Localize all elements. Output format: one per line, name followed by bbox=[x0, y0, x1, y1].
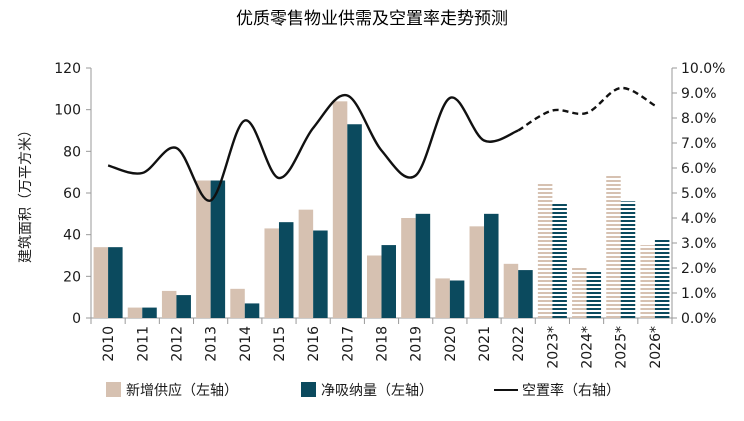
y-tick-label-right: 9.0% bbox=[681, 86, 717, 102]
bar-new-supply bbox=[503, 263, 519, 318]
y-axis-title: 建筑面积（万平方米） bbox=[18, 123, 34, 263]
y-tick-label-left: 80 bbox=[63, 144, 81, 160]
x-tick-label: 2019 bbox=[409, 326, 425, 362]
bar-new-supply bbox=[298, 209, 314, 318]
bars bbox=[93, 101, 670, 318]
x-tick-label: 2016 bbox=[306, 326, 322, 362]
x-tick-label: 2010 bbox=[101, 326, 117, 362]
y-tick-label-left: 0 bbox=[72, 311, 81, 327]
x-tick-label: 2020 bbox=[443, 326, 459, 362]
y-tick-label-right: 0.0% bbox=[681, 311, 717, 327]
bar-net-absorption bbox=[381, 245, 396, 318]
bar-new-supply bbox=[196, 180, 211, 318]
bar-net-absorption bbox=[278, 222, 294, 318]
x-tick-label: 2025* bbox=[614, 326, 630, 369]
legend: 新增供应（左轴） 净吸纳量（左轴） 空置率（右轴） bbox=[106, 382, 620, 399]
vacancy-line-actual bbox=[107, 94, 519, 202]
chart-title: 优质零售物业供需及空置率走势预测 bbox=[236, 9, 508, 29]
bar-net-absorption bbox=[586, 270, 602, 318]
bar-new-supply bbox=[640, 245, 655, 318]
legend-net-absorption-label: 净吸纳量（左轴） bbox=[321, 383, 433, 399]
bar-net-absorption bbox=[552, 203, 567, 318]
y-tick-label-right: 3.0% bbox=[681, 236, 717, 252]
x-tick-label: 2021 bbox=[477, 326, 493, 362]
bar-net-absorption bbox=[484, 213, 499, 318]
legend-new-supply-swatch bbox=[106, 382, 121, 397]
legend-net-absorption-swatch bbox=[301, 382, 316, 397]
y-tick-label-left: 100 bbox=[54, 103, 81, 119]
bar-net-absorption bbox=[415, 213, 431, 318]
y-tick-label-right: 5.0% bbox=[681, 186, 717, 202]
y-tick-label-right: 7.0% bbox=[681, 136, 717, 152]
x-tick-label: 2026* bbox=[648, 326, 664, 369]
bar-new-supply bbox=[572, 268, 587, 318]
bar-new-supply bbox=[230, 288, 245, 318]
legend-vacancy-rate-label: 空置率（右轴） bbox=[522, 382, 620, 399]
y-tick-label-left: 20 bbox=[63, 269, 81, 285]
x-tick-label: 2014 bbox=[238, 326, 254, 362]
y-tick-label-right: 8.0% bbox=[681, 111, 717, 127]
vacancy-line-forecast bbox=[517, 86, 656, 132]
x-tick-label: 2015 bbox=[272, 326, 288, 362]
bar-new-supply bbox=[469, 226, 485, 318]
bar-new-supply bbox=[264, 228, 279, 318]
y-tick-label-right: 4.0% bbox=[681, 211, 717, 227]
bar-net-absorption bbox=[142, 307, 157, 318]
bar-net-absorption bbox=[449, 280, 465, 318]
x-tick-label: 2013 bbox=[204, 326, 220, 362]
bar-new-supply bbox=[537, 182, 553, 318]
legend-new-supply-label: 新增供应（左轴） bbox=[126, 382, 238, 399]
x-tick-label: 2011 bbox=[135, 326, 151, 362]
bar-new-supply bbox=[332, 101, 348, 318]
bar-new-supply bbox=[367, 255, 382, 318]
y-tick-label-right: 2.0% bbox=[681, 261, 717, 277]
bar-net-absorption bbox=[620, 201, 636, 318]
bar-net-absorption bbox=[313, 230, 328, 318]
bar-net-absorption bbox=[654, 238, 670, 318]
x-tick-label: 2012 bbox=[169, 326, 185, 362]
x-tick-label: 2024* bbox=[580, 326, 596, 369]
bar-new-supply bbox=[161, 290, 177, 318]
bar-new-supply bbox=[127, 307, 143, 318]
y-tick-label-left: 40 bbox=[63, 228, 81, 244]
bar-net-absorption bbox=[244, 303, 260, 318]
x-tick-label: 2018 bbox=[375, 326, 391, 362]
y-tick-label-right: 6.0% bbox=[681, 161, 717, 177]
y-tick-label-left: 60 bbox=[63, 186, 81, 202]
bar-net-absorption bbox=[176, 295, 191, 318]
y-tick-label-left: 120 bbox=[54, 61, 81, 77]
bar-net-absorption bbox=[210, 180, 226, 318]
y-tick-label-right: 1.0% bbox=[681, 286, 717, 302]
bar-net-absorption bbox=[347, 124, 362, 318]
bar-net-absorption bbox=[518, 270, 533, 318]
axes: 0 20 40 60 80 100 120 0.0% 1.0% 2.0% 3.0% 4.0% 5.0% 6… bbox=[54, 61, 725, 369]
bar-new-supply bbox=[435, 278, 450, 318]
y-tick-label-right: 10.0% bbox=[681, 61, 725, 77]
bar-new-supply bbox=[401, 218, 416, 318]
bar-new-supply bbox=[93, 247, 109, 318]
bar-new-supply bbox=[606, 174, 621, 318]
bar-net-absorption bbox=[108, 247, 123, 318]
vacancy-line bbox=[107, 86, 656, 202]
x-tick-label: 2022 bbox=[511, 326, 527, 362]
x-tick-label: 2023* bbox=[545, 326, 561, 369]
x-tick-label: 2017 bbox=[340, 326, 356, 362]
